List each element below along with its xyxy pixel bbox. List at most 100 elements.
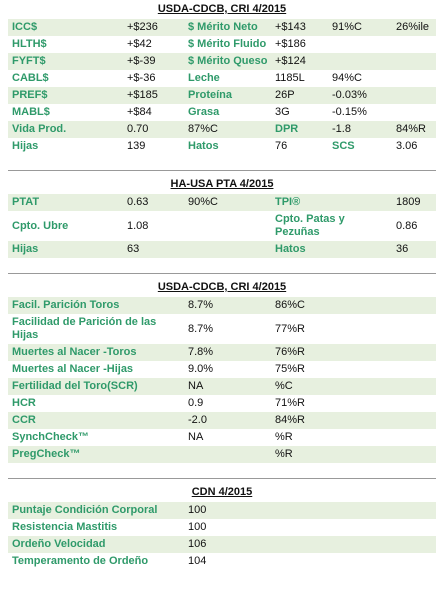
section: USDA-CDCB, CRI 4/2015 ICC$ +$236 $ Mérito N…: [8, 2, 436, 155]
field-value: 0.9: [188, 397, 204, 409]
field-value: NA: [188, 431, 204, 443]
field-value: %R: [275, 431, 293, 443]
field-value: -0.03%: [332, 89, 367, 101]
field-value: 100: [188, 504, 207, 516]
field-value: +$-39: [127, 55, 156, 67]
field-value: 8.7%: [188, 322, 214, 335]
field-value: 76%R: [275, 346, 305, 358]
table-row: Resistencia Mastitis 100: [8, 519, 436, 536]
table-row: SynchCheck™ NA %R: [8, 429, 436, 446]
field-value: +$143: [275, 21, 306, 33]
section-title: USDA-CDCB, CRI 4/2015: [157, 281, 287, 293]
field-label: Muertes al Nacer -Toros: [12, 346, 137, 358]
field-label: Hijas: [12, 140, 39, 152]
field-label: PTAT: [12, 196, 40, 208]
field-value: 26P: [275, 89, 295, 101]
table-row: Facilidad de Parición de las Hijas 8.7% 77…: [8, 314, 436, 344]
field-value: 1.08: [127, 219, 149, 232]
table-row: FYFT$ +$-39 $ Mérito Queso +$124: [8, 53, 436, 70]
field-value: %R: [275, 448, 293, 460]
table-row: PregCheck™ %R: [8, 446, 436, 463]
field-value: +$186: [275, 38, 306, 50]
field-label: Fertilidad del Toro(SCR): [12, 380, 138, 392]
field-label: SCS: [332, 140, 355, 152]
field-label: Vida Prod.: [12, 123, 67, 135]
field-label: $ Mérito Neto: [188, 21, 258, 33]
table-row: Puntaje Condición Corporal 100: [8, 502, 436, 519]
section-title: CDN 4/2015: [191, 486, 253, 498]
field-value: 63: [127, 243, 140, 255]
field-label: ICC$: [12, 21, 38, 33]
field-label: Grasa: [188, 106, 220, 118]
field-label: TPI®: [275, 196, 301, 208]
field-value: 36: [396, 243, 409, 255]
field-value: 90%C: [188, 196, 218, 208]
field-value: +$42: [127, 38, 152, 50]
field-label: Cpto. Patas y Pezuñas: [275, 213, 345, 238]
field-value: 75%R: [275, 363, 305, 375]
table-row: PTAT 0.63 90%C TPI® 1809: [8, 194, 436, 211]
table-row: CCR -2.0 84%R: [8, 412, 436, 429]
field-label: PREF$: [12, 89, 48, 101]
field-value: 84%R: [396, 123, 426, 135]
field-value: 76: [275, 140, 288, 152]
field-label: Leche: [188, 72, 220, 84]
field-label: SynchCheck™: [12, 431, 90, 443]
field-value: 3.06: [396, 140, 418, 152]
table-row: Vida Prod. 0.70 87%C DPR -1.8 84%R: [8, 121, 436, 138]
field-value: -1.8: [332, 123, 351, 135]
field-label: Facil. Parición Toros: [12, 299, 120, 311]
page: USDA-CDCB, CRI 4/2015 ICC$ +$236 $ Mérito N…: [8, 2, 436, 570]
table-row: MABL$ +$84 Grasa 3G -0.15%: [8, 104, 436, 121]
field-value: 139: [127, 140, 146, 152]
field-label: Hatos: [188, 140, 219, 152]
field-value: 86%C: [275, 299, 305, 311]
table-row: Fertilidad del Toro(SCR) NA %C: [8, 378, 436, 395]
field-value: 3G: [275, 106, 290, 118]
field-label: $ Mérito Queso: [188, 55, 268, 67]
table-row: Temperamento de Ordeño 104: [8, 553, 436, 570]
field-label: Temperamento de Ordeño: [12, 555, 149, 567]
table-row: PREF$ +$185 Proteína 26P -0.03%: [8, 87, 436, 104]
field-value: 106: [188, 538, 207, 550]
field-label: Muertes al Nacer -Hijas: [12, 363, 134, 375]
field-value: +$84: [127, 106, 152, 118]
field-value: 8.7%: [188, 299, 214, 311]
field-value: -2.0: [188, 414, 207, 426]
field-label: Cpto. Ubre: [12, 219, 69, 232]
field-value: 26%ile: [396, 21, 430, 33]
field-value: 104: [188, 555, 207, 567]
field-label: HLTH$: [12, 38, 47, 50]
table-row: Muertes al Nacer -Toros 7.8% 76%R: [8, 344, 436, 361]
section: CDN 4/2015 Puntaje Condición Corporal 100 R…: [8, 478, 436, 570]
field-value: +$236: [127, 21, 158, 33]
field-label: Hatos: [275, 243, 306, 255]
field-label: Puntaje Condición Corporal: [12, 504, 158, 516]
field-value: 100: [188, 521, 207, 533]
table-row: Hijas 63 Hatos 36: [8, 241, 436, 258]
section-title: HA-USA PTA 4/2015: [170, 178, 274, 190]
field-value: 84%R: [275, 414, 305, 426]
field-label: DPR: [275, 123, 299, 135]
section: USDA-CDCB, CRI 4/2015 Facil. Parición Tor…: [8, 273, 436, 463]
section-title: USDA-CDCB, CRI 4/2015: [157, 3, 287, 15]
field-value: -0.15%: [332, 106, 367, 118]
field-value: 1185L: [275, 72, 305, 84]
field-value: 1809: [396, 196, 421, 208]
field-label: PregCheck™: [12, 448, 81, 460]
field-label: CCR: [12, 414, 36, 426]
table-row: Ordeño Velocidad 106: [8, 536, 436, 553]
field-value: +$124: [275, 55, 306, 67]
field-value: %C: [275, 380, 293, 392]
field-value: 94%C: [332, 72, 362, 84]
field-value: 71%R: [275, 397, 305, 409]
table-row: HLTH$ +$42 $ Mérito Fluido +$186: [8, 36, 436, 53]
field-label: $ Mérito Fluido: [188, 38, 267, 50]
table-row: Hijas 139 Hatos 76 SCS 3.06: [8, 138, 436, 155]
field-value: 77%R: [275, 322, 305, 335]
table-row: Muertes al Nacer -Hijas 9.0% 75%R: [8, 361, 436, 378]
field-label: MABL$: [12, 106, 50, 118]
table-row: Cpto. Ubre 1.08 Cpto. Patas y Pezuñas 0.86: [8, 211, 436, 241]
field-label: Hijas: [12, 243, 39, 255]
field-value: NA: [188, 380, 204, 392]
